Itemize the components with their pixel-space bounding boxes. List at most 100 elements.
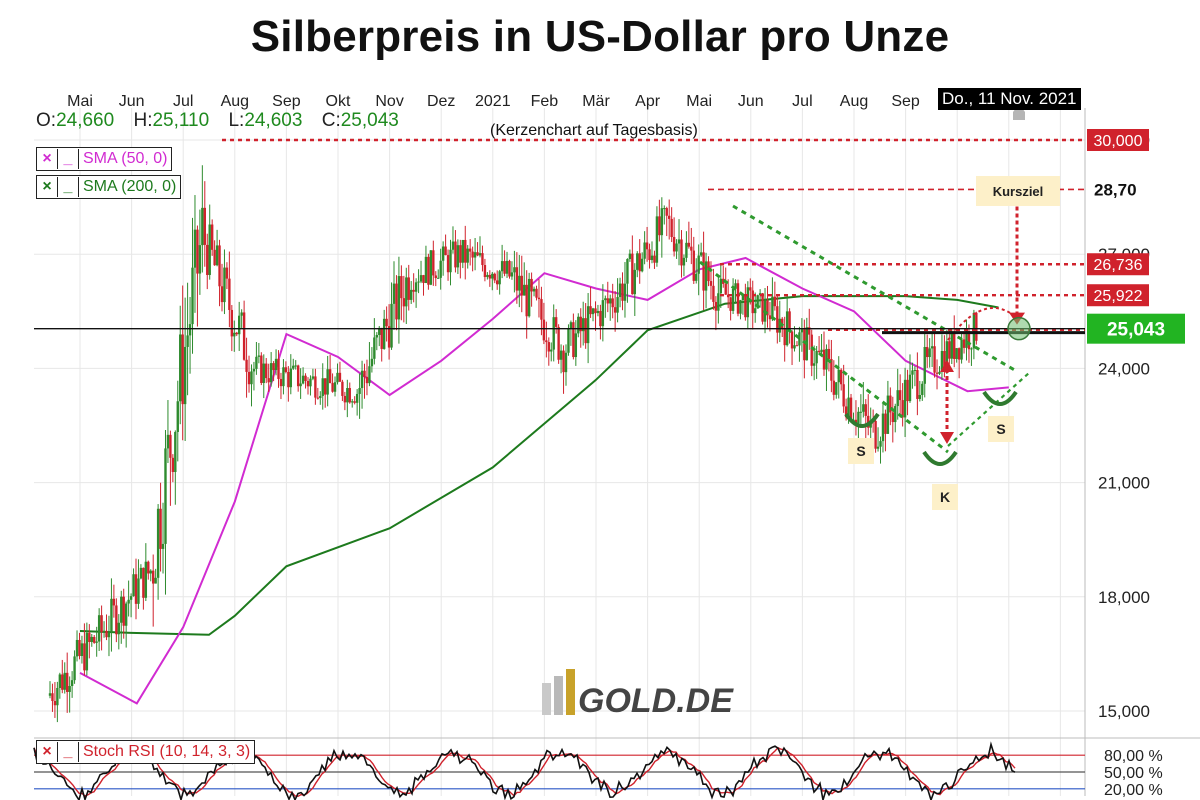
candle-body [265, 363, 268, 379]
candle-body [230, 309, 234, 337]
candle-body [107, 632, 111, 638]
candle-body [93, 636, 96, 643]
candle-body [169, 434, 172, 458]
candle-body [269, 363, 273, 383]
candle-body [584, 318, 587, 344]
candle-body [171, 457, 175, 473]
close-icon[interactable]: × [37, 149, 58, 169]
candle-body [319, 395, 322, 399]
candle-body [808, 327, 811, 335]
x-tick-label: Mär [582, 93, 610, 110]
candle-body [493, 273, 496, 281]
x-tick-label: Aug [840, 93, 868, 110]
candle-body [599, 310, 602, 327]
candle-body [321, 378, 324, 396]
candle-body [210, 224, 214, 250]
candle-body [751, 290, 754, 314]
candle-body [731, 288, 735, 311]
candle-body [550, 349, 553, 352]
candle-body [427, 256, 430, 285]
candle-body [724, 283, 727, 295]
close-icon[interactable]: × [37, 177, 58, 197]
candle-body [771, 296, 774, 320]
legend-stoch[interactable]: × _ Stoch RSI (10, 14, 3, 3) [36, 740, 256, 764]
candle-body [456, 245, 460, 268]
candle-body [695, 273, 698, 281]
candle-body [412, 289, 415, 292]
line-style-icon[interactable]: _ [58, 742, 79, 762]
close-icon[interactable]: × [37, 742, 58, 762]
candle-body [179, 334, 182, 402]
x-tick-label: Dez [427, 93, 455, 110]
candle-body [122, 596, 125, 626]
candle-body [63, 672, 66, 690]
candle-body [835, 382, 838, 395]
candle-body [201, 207, 204, 246]
candle-body [582, 318, 585, 332]
candle-body [663, 208, 666, 210]
candle-body [672, 237, 676, 252]
candle-body [523, 284, 526, 296]
candle-body [601, 300, 605, 327]
candle-body [709, 281, 713, 286]
price-tag-box [1087, 253, 1149, 276]
candle-body [636, 253, 639, 270]
candle-body [790, 331, 794, 349]
candle-body [739, 300, 742, 314]
pattern-label-k: K [932, 484, 958, 510]
candle-body [134, 574, 138, 604]
line-style-icon[interactable]: _ [58, 149, 79, 169]
candle-body [90, 636, 93, 642]
candle-body [193, 229, 197, 268]
line-style-icon[interactable]: _ [58, 177, 79, 197]
candle-body [343, 395, 347, 403]
pattern-label-s-left: S [848, 438, 874, 464]
watermark-text: GOLD.DE [578, 682, 734, 720]
stoch-level-label: 80,00 % [1104, 748, 1163, 765]
candle-body [235, 332, 238, 335]
candle-body [419, 275, 423, 282]
candle-body [682, 257, 686, 266]
candle-body [459, 245, 462, 263]
candle-body [348, 388, 351, 403]
candle-body [675, 243, 678, 252]
y-tick-label: 18,000 [1098, 588, 1150, 607]
candle-body [773, 296, 777, 307]
channel-upper [732, 204, 1019, 374]
candle-body [311, 376, 315, 379]
candle-body [351, 401, 354, 403]
candle-body [181, 334, 184, 405]
candle-body [417, 281, 420, 283]
candle-body [88, 632, 91, 642]
candle-body [783, 328, 786, 346]
candle-body [567, 328, 570, 353]
candle-body [648, 249, 651, 261]
price-tag-label: 25,922 [1094, 288, 1143, 305]
candle-body [505, 260, 509, 274]
candle-body [589, 306, 592, 315]
legend-sma200-label: SMA (200, 0) [83, 178, 177, 195]
candle-body [606, 298, 609, 304]
chart-subtitle: (Kerzenchart auf Tagesbasis) [490, 122, 698, 139]
legend-sma200[interactable]: × _ SMA (200, 0) [36, 175, 182, 199]
candle-body [429, 250, 433, 285]
candle-body [817, 350, 821, 352]
current-price-box [1087, 313, 1185, 344]
candle-body [704, 261, 708, 291]
candle-body [653, 255, 656, 263]
candle-body [176, 401, 179, 432]
y-tick-label: 21,000 [1098, 474, 1150, 493]
candle-body [250, 371, 253, 385]
pattern-label-s-right: S [988, 416, 1014, 442]
legend-sma50[interactable]: × _ SMA (50, 0) [36, 147, 173, 171]
overlays: 30,000 26,736 25,922 28,70 25,043 [34, 104, 1185, 466]
candle-body [481, 253, 484, 266]
candle-body [690, 246, 693, 251]
candle-body [967, 331, 971, 350]
candle-body [712, 285, 715, 302]
candle-body [793, 345, 796, 349]
stoch-panel: 80,00 %50,00 %20,00 % [33, 737, 1200, 800]
candle-body [862, 404, 865, 412]
candle-body [611, 298, 614, 308]
candle-body [901, 400, 904, 418]
